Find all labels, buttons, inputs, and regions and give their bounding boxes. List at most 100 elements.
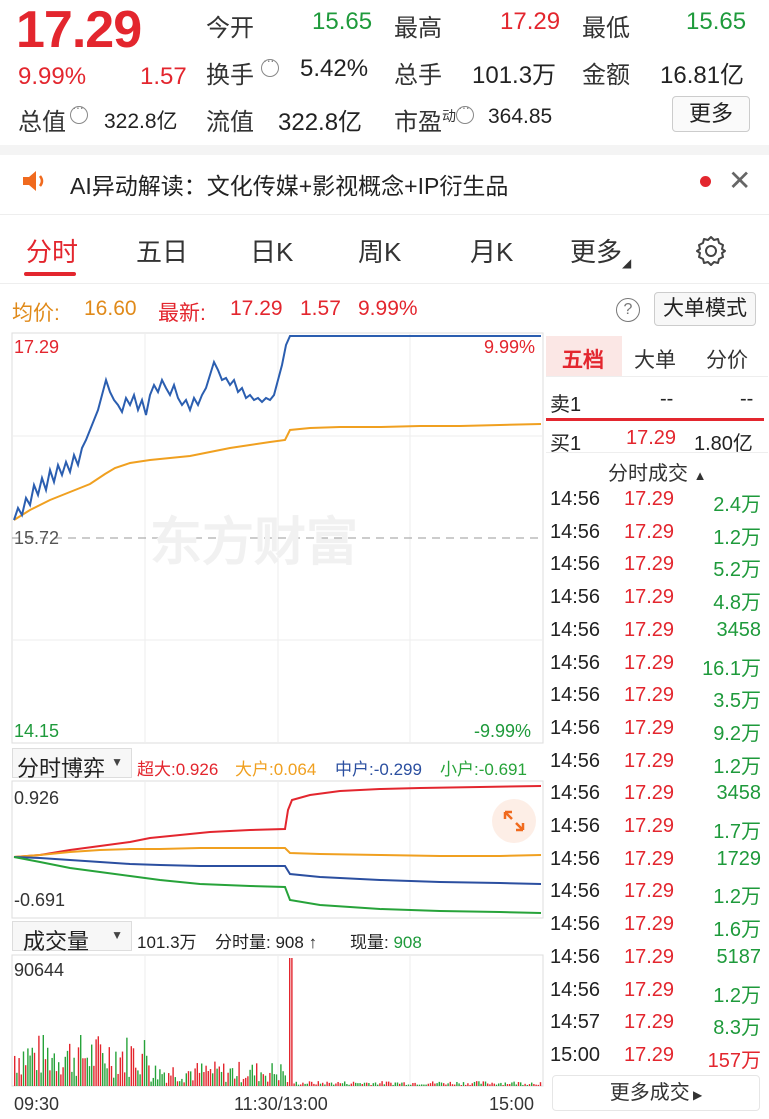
trade-price: 17.29 <box>624 553 675 576</box>
volume-bar <box>462 1082 465 1086</box>
trade-time: 14:56 <box>550 716 601 739</box>
volume-bar <box>370 1084 372 1086</box>
current-price: 17.29 <box>16 1 142 59</box>
avg-price-value: 16.60 <box>84 297 137 320</box>
medium-line <box>13 856 542 885</box>
volume-bar <box>418 1084 421 1086</box>
volume-bar <box>212 1073 214 1086</box>
gear-icon[interactable] <box>694 234 728 273</box>
tab-five-day[interactable]: 五日 <box>136 237 189 267</box>
volume-bar <box>176 1081 179 1086</box>
volume-bar <box>493 1083 495 1086</box>
volume-bar <box>108 1047 110 1086</box>
trade-time: 14:56 <box>550 618 601 641</box>
volume-bar <box>264 1075 267 1086</box>
volume-bar <box>533 1083 535 1086</box>
trade-price: 17.29 <box>624 913 675 936</box>
volume-bar <box>102 1053 104 1086</box>
volume-bar <box>220 1071 223 1086</box>
close-icon[interactable]: ✕ <box>728 165 752 196</box>
more-info-icon[interactable] <box>70 99 88 124</box>
game-y-bottom: -0.691 <box>14 890 66 910</box>
volume-bar <box>104 1063 106 1086</box>
pe-label[interactable]: 市盈动 <box>394 99 474 137</box>
volume-bar <box>227 1072 229 1086</box>
tab-monthly-k[interactable]: 月K <box>470 237 514 267</box>
tab-intraday[interactable]: 分时 <box>26 237 79 267</box>
tab-five-levels[interactable]: 五档 <box>562 349 604 372</box>
expand-icon[interactable] <box>492 799 536 843</box>
volume-bar <box>174 1077 176 1086</box>
price-line <box>13 335 541 521</box>
volume-bar <box>71 1071 73 1086</box>
more-info-icon[interactable] <box>456 99 474 124</box>
volume-bar <box>392 1084 394 1086</box>
trade-volume: 3.5万 <box>713 690 761 713</box>
volume-bar <box>62 1067 64 1086</box>
volume-bar <box>361 1084 363 1086</box>
ai-banner-text[interactable]: AI异动解读：文化传媒+影视概念+IP衍生品 <box>70 173 509 199</box>
trade-time: 14:57 <box>550 1011 601 1034</box>
volume-bar <box>394 1082 396 1086</box>
trade-volume: 2.4万 <box>713 494 761 516</box>
trade-price: 17.29 <box>624 880 675 903</box>
unread-dot <box>700 176 711 187</box>
volume-bar <box>302 1082 304 1086</box>
volume-bar <box>42 1034 44 1086</box>
volume-bar <box>513 1081 515 1086</box>
more-quote-button[interactable]: 更多 <box>672 96 750 132</box>
game-selector[interactable]: 分时博弈 ▼ <box>12 748 132 781</box>
buy1-price: 17.29 <box>626 427 677 449</box>
trade-time: 14:56 <box>550 684 601 707</box>
volume-bar <box>335 1083 337 1086</box>
volume-bar <box>170 1075 172 1086</box>
volume-selector[interactable]: 成交量 ▼ <box>12 921 132 954</box>
volume-bar <box>502 1084 504 1086</box>
tab-price-distribution[interactable]: 分价 <box>706 349 748 372</box>
volume-bar <box>99 1044 102 1086</box>
volume-bar <box>330 1082 333 1086</box>
mktcap-label[interactable]: 总值 <box>18 99 88 137</box>
volume-bar <box>172 1067 174 1086</box>
trade-volume: 3458 <box>716 618 762 641</box>
volume-bar <box>22 1051 25 1086</box>
trade-time: 14:56 <box>550 553 601 576</box>
volume-bar <box>410 1084 412 1086</box>
super-large-line <box>13 785 542 858</box>
help-icon[interactable]: ? <box>616 298 640 322</box>
volume-bar <box>245 1077 247 1086</box>
tab-more[interactable]: 更多◢ <box>570 237 632 270</box>
big-order-mode-button[interactable]: 大单模式 <box>654 292 756 326</box>
volume-bar <box>106 1068 108 1086</box>
large-line <box>13 847 542 858</box>
turnover-label[interactable]: 换手 <box>206 52 279 90</box>
volume-bar <box>223 1063 225 1086</box>
volume-bar <box>383 1084 385 1086</box>
tab-weekly-k[interactable]: 周K <box>358 237 402 267</box>
volume-bar <box>49 1070 51 1086</box>
volume-bar <box>526 1084 528 1086</box>
sell1-price: -- <box>660 388 674 410</box>
volume-bar <box>379 1083 381 1086</box>
volume-bar <box>517 1082 520 1086</box>
latest-percent: 9.99% <box>358 297 418 320</box>
tab-big-orders[interactable]: 大单 <box>634 349 676 372</box>
trade-time: 14:56 <box>550 847 601 870</box>
volume-bar <box>146 1055 148 1086</box>
volume-bar <box>524 1083 526 1086</box>
volume-bar <box>124 1072 126 1086</box>
volume-bar <box>135 1067 137 1086</box>
trade-time: 14:56 <box>550 651 601 674</box>
tab-daily-k[interactable]: 日K <box>250 237 294 267</box>
volume-bar <box>368 1083 370 1086</box>
game-y-top: 0.926 <box>14 788 60 808</box>
more-info-icon[interactable] <box>260 52 279 77</box>
volume-bar <box>33 1052 36 1086</box>
volume-bar <box>491 1082 493 1086</box>
volume-bar <box>495 1084 498 1086</box>
volume-bar <box>515 1084 517 1086</box>
more-trades-button[interactable]: 更多成交 ▶ <box>552 1075 760 1111</box>
trades-header[interactable]: 分时成交 ▲ <box>608 463 707 485</box>
volume-bar <box>25 1065 27 1086</box>
trade-price: 17.29 <box>624 1011 675 1034</box>
